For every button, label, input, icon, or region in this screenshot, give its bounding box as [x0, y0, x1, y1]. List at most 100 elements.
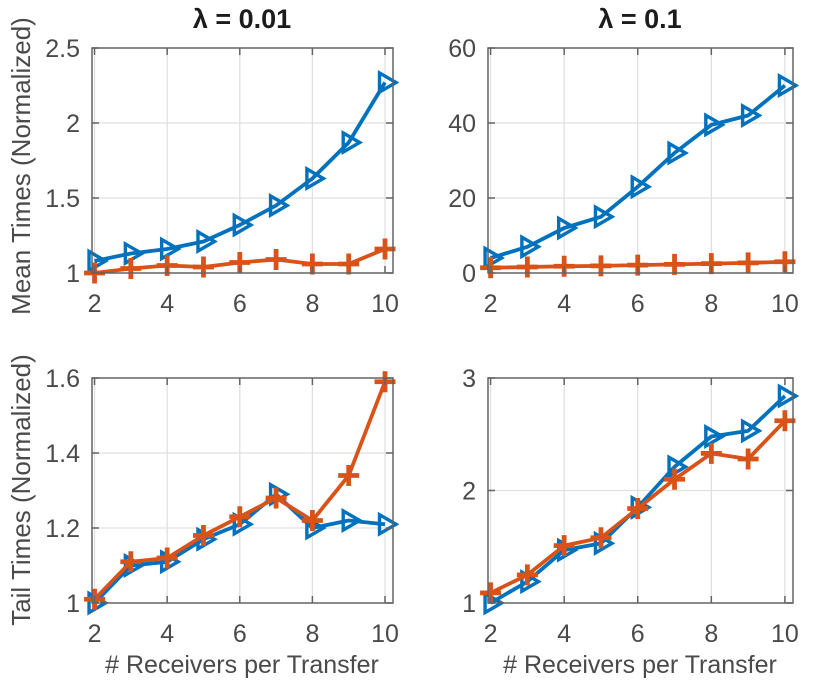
orange-plus-series-markers [480, 410, 796, 604]
blue-triangle-series-line [490, 84, 787, 260]
blue-triangle-series-line [94, 81, 387, 263]
triangle-right-marker [483, 245, 505, 271]
plus-marker [553, 535, 575, 557]
x-tick-label: 10 [371, 620, 399, 648]
plus-marker [737, 252, 759, 274]
plus-marker [229, 506, 251, 528]
series-group [480, 383, 800, 616]
triangle-right-marker [704, 112, 726, 138]
x-tick-label: 4 [160, 620, 174, 648]
subplot-tail-lambda-001: 2 4 6 8 10 1 1.2 1.4 1.6 [45, 365, 400, 648]
triangle-right-marker [777, 383, 800, 409]
axes-frame [91, 47, 394, 274]
y-tick-label: 1.5 [45, 185, 80, 213]
plot-box [91, 47, 394, 274]
triangle-right-marker [377, 511, 400, 537]
y-tick-label: 1 [66, 590, 80, 618]
plus-marker [338, 465, 360, 486]
plus-marker [664, 253, 686, 275]
plus-marker [192, 525, 214, 546]
tick-labels: 2 4 6 8 10 1 1.2 1.4 1.6 [45, 365, 399, 648]
y-tick-label: 3 [462, 365, 476, 393]
triangle-right-marker [740, 103, 763, 128]
x-axis-label-right: # Receivers per Transfer [503, 651, 777, 679]
triangle-right-marker [232, 212, 255, 238]
x-tick-label: 10 [771, 290, 799, 318]
plus-marker [700, 442, 722, 464]
series-group [84, 70, 400, 284]
x-tick-label: 10 [771, 620, 799, 648]
y-axis-label-mean-times: Mean Times (Normalized) [6, 17, 36, 315]
triangle-right-marker [196, 229, 218, 254]
plot-box [91, 377, 394, 604]
grid-lines [92, 48, 393, 273]
triangle-right-marker [520, 234, 542, 260]
y-tick-label: 2 [462, 478, 476, 506]
triangle-right-marker [556, 215, 579, 241]
triangle-right-marker [123, 241, 146, 266]
triangle-right-marker [740, 418, 763, 444]
triangle-right-marker [232, 511, 255, 537]
grid-lines [488, 48, 793, 273]
subplot-title-mean-lambda-001: λ = 0.01 [192, 4, 292, 34]
plus-marker [590, 527, 612, 549]
triangle-right-marker [268, 193, 291, 218]
plus-marker [374, 238, 396, 260]
orange-plus-series-markers [480, 251, 796, 279]
y-tick-label: 2.5 [45, 35, 80, 63]
plus-marker [265, 487, 287, 509]
triangle-right-marker [667, 454, 689, 480]
triangle-right-marker [341, 130, 364, 155]
x-tick-label: 8 [704, 620, 718, 648]
plus-marker [664, 468, 686, 490]
x-tick-label: 4 [160, 290, 174, 318]
plus-marker [120, 551, 142, 573]
x-tick-label: 6 [631, 290, 645, 318]
blue-triangle-series-markers [87, 70, 400, 274]
x-tick-label: 6 [233, 620, 247, 648]
triangle-right-marker [305, 166, 327, 191]
x-tick-label: 10 [371, 290, 399, 318]
triangle-right-marker [593, 204, 616, 230]
axes-frame [91, 377, 394, 604]
subplot-mean-lambda-01: 2 4 6 8 10 0 20 40 60 [448, 35, 800, 318]
x-tick-label: 4 [557, 290, 571, 318]
plus-marker [338, 253, 360, 275]
blue-triangle-series-markers [483, 383, 800, 616]
y-tick-label: 20 [448, 185, 476, 213]
axes-frame [487, 377, 794, 604]
x-tick-label: 8 [305, 620, 319, 648]
triangle-right-marker [704, 424, 726, 449]
triangle-right-marker [777, 73, 800, 98]
plus-marker [301, 510, 323, 531]
x-tick-label: 6 [233, 290, 247, 318]
x-tick-label: 2 [484, 620, 498, 648]
x-axis-label-left: # Receivers per Transfer [105, 651, 379, 679]
blue-triangle-series-markers [483, 73, 800, 271]
y-tick-label: 2 [66, 110, 80, 138]
y-tick-label: 1 [462, 590, 476, 618]
x-tick-label: 8 [305, 290, 319, 318]
triangle-right-marker [305, 515, 327, 541]
subplot-mean-lambda-001: 2 4 6 8 10 1 1.5 2 2.5 [45, 35, 400, 318]
y-tick-label: 1.2 [45, 515, 80, 543]
triangle-right-marker [630, 174, 653, 200]
orange-plus-series-markers [84, 238, 396, 284]
y-tick-label: 1.4 [45, 440, 80, 468]
y-tick-label: 1 [66, 260, 80, 288]
plus-marker [737, 448, 759, 470]
x-tick-label: 8 [704, 290, 718, 318]
x-tick-label: 4 [557, 620, 571, 648]
tick-labels: 2 4 6 8 10 1 1.5 2 2.5 [45, 35, 399, 318]
x-tick-label: 2 [484, 290, 498, 318]
blue-triangle-series-markers [87, 481, 400, 616]
y-tick-label: 1.6 [45, 365, 80, 393]
axes-frame [487, 47, 794, 274]
plus-marker [627, 498, 649, 519]
plus-marker [516, 564, 538, 586]
y-axis-label-tail-times: Tail Times (Normalized) [6, 354, 36, 626]
plus-marker [265, 249, 287, 270]
